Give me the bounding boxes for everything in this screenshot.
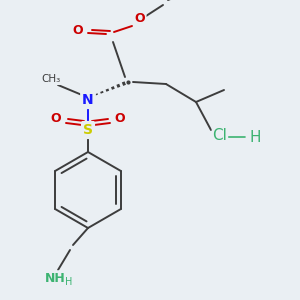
Text: S: S: [83, 123, 93, 137]
Text: H: H: [65, 277, 73, 287]
Text: NH: NH: [45, 272, 65, 284]
Text: O: O: [73, 23, 83, 37]
Text: O: O: [51, 112, 61, 124]
Text: Cl: Cl: [213, 128, 227, 142]
Text: O: O: [135, 13, 145, 26]
Text: CH₃: CH₃: [41, 74, 61, 84]
Text: N: N: [82, 93, 94, 107]
Text: O: O: [115, 112, 125, 124]
Text: H: H: [249, 130, 261, 145]
